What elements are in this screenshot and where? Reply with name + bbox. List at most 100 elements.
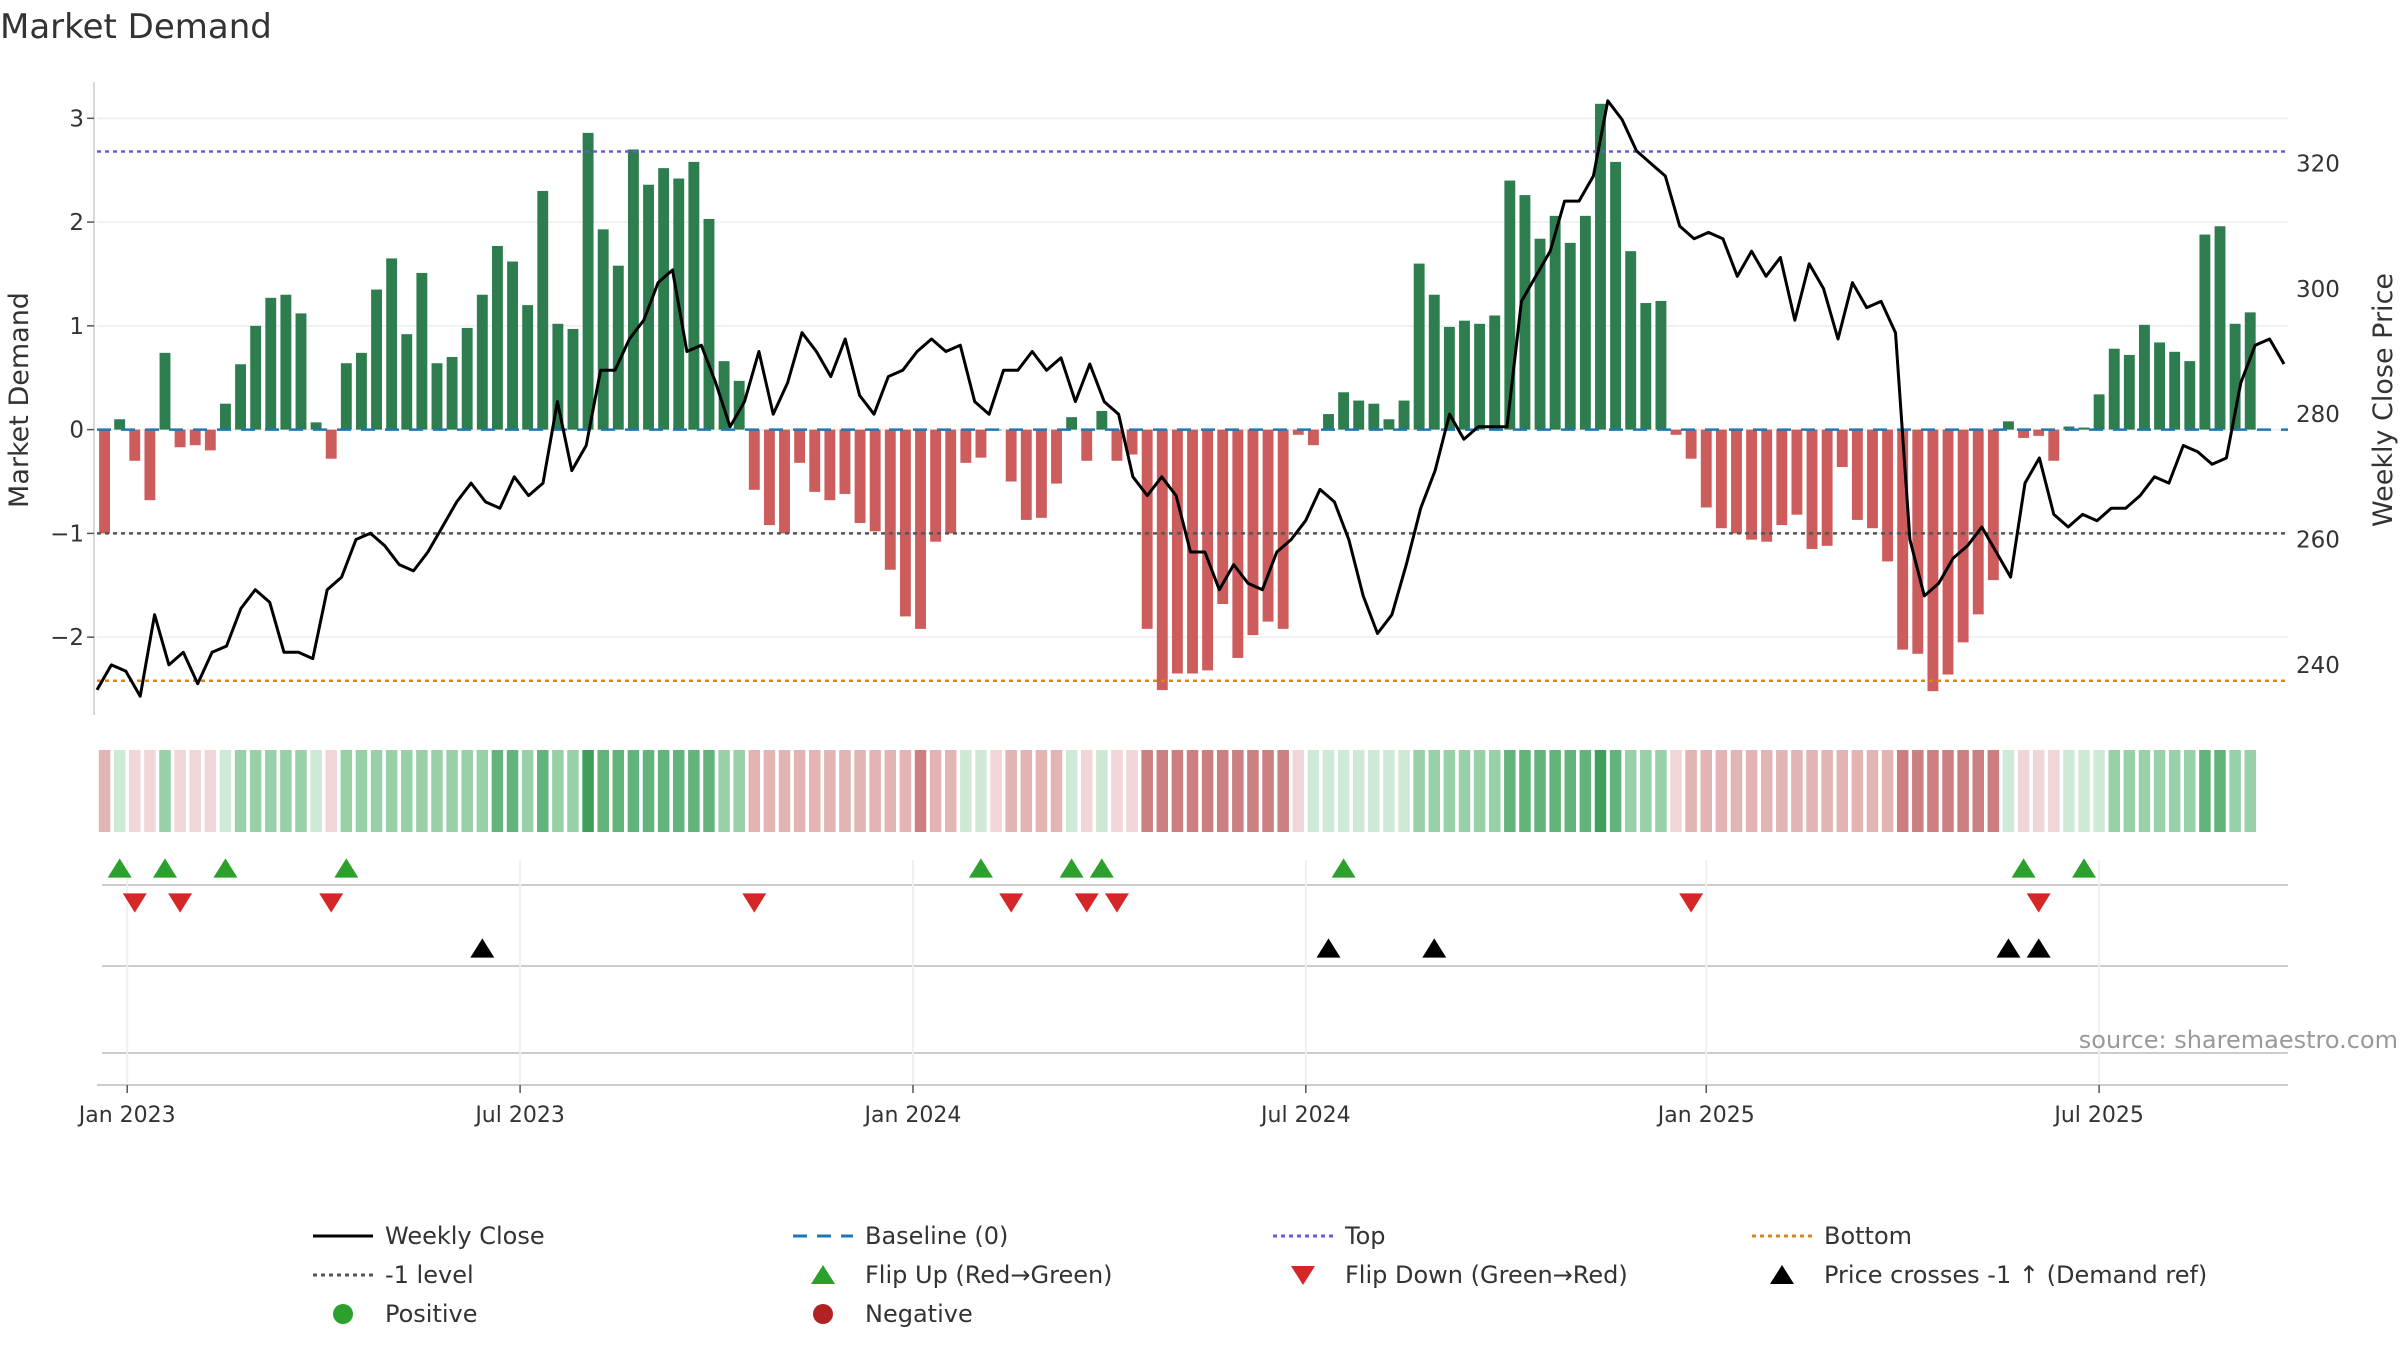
heat-cell (763, 750, 776, 832)
weekly-close-label: Weekly Close (385, 1222, 545, 1250)
heat-cell (1020, 750, 1033, 832)
heat-cell (552, 750, 564, 832)
legend-item-bottom: Bottom (1752, 1222, 1912, 1250)
demand-bar (2003, 421, 2014, 430)
demand-bar (809, 429, 821, 492)
heat-cell (975, 750, 987, 832)
heat-cell (1715, 750, 1728, 832)
demand-bar (1066, 417, 1078, 430)
demand-bar (507, 261, 518, 430)
negative-label: Negative (865, 1300, 973, 1328)
event-markers (102, 858, 2288, 1085)
demand-bar (1504, 180, 1516, 430)
heat-cell (1579, 750, 1592, 832)
heat-cell (990, 750, 1002, 832)
heat-cell (1005, 750, 1017, 832)
demand-bar (446, 356, 458, 430)
heat-cell (1050, 750, 1063, 832)
flip-up-marker (334, 858, 359, 878)
demand-bar (1126, 429, 1138, 455)
demand-bar (129, 429, 141, 461)
heat-cell (219, 750, 232, 832)
flip-down-swatch (1291, 1266, 1315, 1285)
demand-bar (1851, 429, 1863, 520)
demand-bar (627, 149, 639, 430)
heat-cell (1504, 750, 1516, 832)
demand-bar (1972, 429, 1984, 615)
heat-cell (899, 750, 912, 832)
demand-bar (204, 429, 216, 451)
x-axis: Jan 2023 Jul 2023 Jan 2024 Jul 2024 Jan 2025… (77, 1084, 2288, 1128)
heat-cell (1398, 750, 1410, 832)
demand-bar (2229, 323, 2241, 430)
bottom-label: Bottom (1824, 1222, 1912, 1250)
heat-cell (1700, 750, 1712, 832)
price-cross-marker (2026, 938, 2051, 958)
flip-up-label: Flip Up (Red→Green) (865, 1261, 1113, 1289)
heat-cell (1609, 750, 1622, 832)
demand-bar (1035, 429, 1047, 518)
heat-cell (1171, 750, 1184, 832)
flip-down-marker (742, 893, 767, 913)
heat-cell (1186, 750, 1199, 832)
heat-cell (914, 750, 927, 832)
x-tick-label: Jul 2025 (2052, 1103, 2144, 1128)
heat-cell (1322, 750, 1335, 832)
heat-cell (2214, 750, 2226, 832)
demand-bar (1715, 429, 1727, 529)
demand-bar (416, 272, 428, 430)
demand-bar (1897, 429, 1909, 650)
flip-up-swatch (811, 1265, 835, 1284)
demand-bar (1051, 429, 1062, 484)
heat-cell (98, 750, 111, 832)
heat-cell (2153, 750, 2166, 832)
heat-cell (446, 750, 458, 832)
demand-bar (461, 327, 473, 430)
heat-cell (960, 750, 972, 832)
y-tick-label-right: 260 (2296, 528, 2340, 554)
heat-cell (1534, 750, 1546, 832)
heat-cell (1307, 750, 1320, 832)
flip-up-marker (1089, 858, 1114, 878)
heat-cell (295, 750, 307, 832)
demand-bar (1640, 303, 1652, 430)
heat-cell (718, 750, 730, 832)
heat-cell (1035, 750, 1048, 832)
demand-bar (794, 429, 806, 463)
demand-bar (763, 429, 775, 526)
price-cross-marker (1422, 938, 1447, 958)
demand-bar (1323, 414, 1334, 430)
heat-cell (1821, 750, 1833, 832)
demand-bar (371, 289, 382, 430)
legend-item-top: Top (1273, 1222, 1386, 1250)
demand-bar (1277, 429, 1289, 629)
flip-up-marker (968, 858, 993, 878)
demand-bar (1413, 263, 1425, 430)
heat-cell (1201, 750, 1214, 832)
heat-cell (1745, 750, 1758, 832)
y-tick-label-left: −1 (50, 521, 84, 547)
demand-bar (567, 328, 579, 430)
demand-bar (325, 429, 337, 459)
demand-bar (1987, 429, 1999, 581)
heat-cell (280, 750, 292, 832)
demand-bar (1761, 429, 1773, 542)
demand-bar (1912, 429, 1924, 654)
demand-bar (1700, 429, 1712, 508)
heat-cell (1851, 750, 1864, 832)
demand-bar (1443, 326, 1455, 430)
heat-cell (627, 750, 640, 832)
heat-cell (1277, 750, 1289, 832)
heat-cell (793, 750, 806, 832)
heat-cell (1352, 750, 1365, 832)
heat-cell (1881, 750, 1894, 832)
demand-bar (1428, 294, 1440, 430)
demand-bar (1111, 429, 1123, 461)
y-tick-label-left: 3 (69, 106, 84, 132)
demand-bar (884, 429, 896, 570)
flip-up-marker (2011, 858, 2036, 878)
demand-bar (174, 429, 186, 448)
demand-bar (159, 352, 171, 430)
heat-cell (1488, 750, 1501, 832)
